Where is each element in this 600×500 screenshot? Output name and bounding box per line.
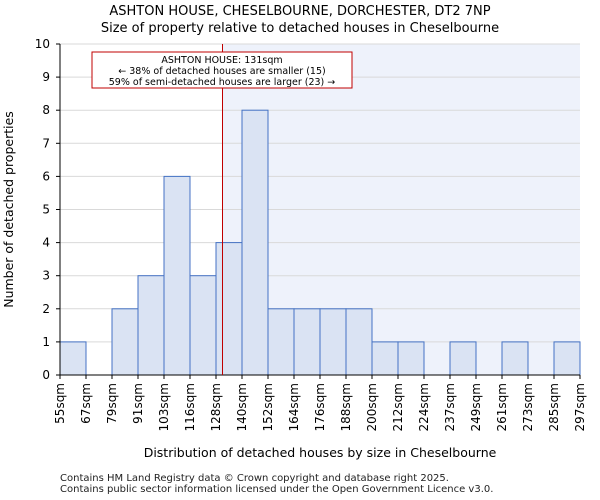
x-tick-label: 200sqm: [365, 383, 379, 431]
bar: [319, 308, 347, 376]
footer-line-2: Contains public sector information licen…: [60, 484, 494, 495]
x-tick-label: 91sqm: [131, 383, 145, 424]
bar: [397, 341, 425, 376]
x-tick-label: 103sqm: [157, 383, 171, 431]
chart-title: ASHTON HOUSE, CHESELBOURNE, DORCHESTER, …: [109, 4, 491, 19]
y-tick-label: 10: [35, 37, 50, 51]
bar: [111, 308, 139, 376]
bar: [241, 109, 269, 376]
bar: [137, 275, 165, 376]
bar: [189, 275, 217, 376]
y-tick-label: 4: [42, 236, 50, 250]
bar: [293, 308, 321, 376]
x-tick-label: 128sqm: [209, 383, 223, 431]
bar: [163, 175, 191, 376]
bar: [449, 341, 477, 376]
y-tick-label: 3: [42, 269, 50, 283]
x-axis-title: Distribution of detached houses by size …: [144, 445, 497, 460]
bar: [553, 341, 581, 376]
x-tick-label: 55sqm: [53, 383, 67, 424]
annotation-line: ASHTON HOUSE: 131sqm: [161, 55, 282, 66]
x-tick-label: 176sqm: [313, 383, 327, 431]
bar: [59, 341, 87, 376]
footer-line-1: Contains HM Land Registry data © Crown c…: [60, 473, 449, 484]
annotation-line: 59% of semi-detached houses are larger (…: [109, 77, 336, 88]
x-tick-label: 79sqm: [105, 383, 119, 424]
x-tick-label: 261sqm: [495, 383, 509, 431]
x-tick-label: 116sqm: [183, 383, 197, 431]
x-tick-label: 297sqm: [573, 383, 587, 431]
bar: [215, 242, 243, 376]
x-tick-label: 273sqm: [521, 383, 535, 431]
bar: [371, 341, 399, 376]
y-tick-label: 6: [42, 169, 50, 183]
bar: [501, 341, 529, 376]
chart-subtitle: Size of property relative to detached ho…: [100, 21, 500, 36]
y-tick-label: 7: [42, 136, 50, 150]
bar: [267, 308, 295, 376]
x-tick-label: 212sqm: [391, 383, 405, 431]
y-axis-title: Number of detached properties: [1, 111, 16, 308]
y-tick-label: 1: [42, 335, 50, 349]
x-tick-label: 188sqm: [339, 383, 353, 431]
annotation-box: [91, 51, 353, 89]
x-tick-label: 285sqm: [547, 383, 561, 431]
x-tick-label: 152sqm: [261, 383, 275, 431]
y-tick-label: 9: [42, 70, 50, 84]
y-tick-label: 2: [42, 302, 50, 316]
y-tick-label: 8: [42, 103, 50, 117]
x-tick-label: 67sqm: [79, 383, 93, 424]
x-tick-label: 237sqm: [443, 383, 457, 431]
x-tick-label: 249sqm: [469, 383, 483, 431]
bar: [345, 308, 373, 376]
annotation-line: ← 38% of detached houses are smaller (15…: [118, 66, 325, 77]
x-tick-label: 140sqm: [235, 383, 249, 431]
y-tick-label: 0: [42, 368, 50, 382]
x-tick-label: 224sqm: [417, 383, 431, 431]
x-tick-label: 164sqm: [287, 383, 301, 431]
y-tick-label: 5: [42, 203, 50, 217]
